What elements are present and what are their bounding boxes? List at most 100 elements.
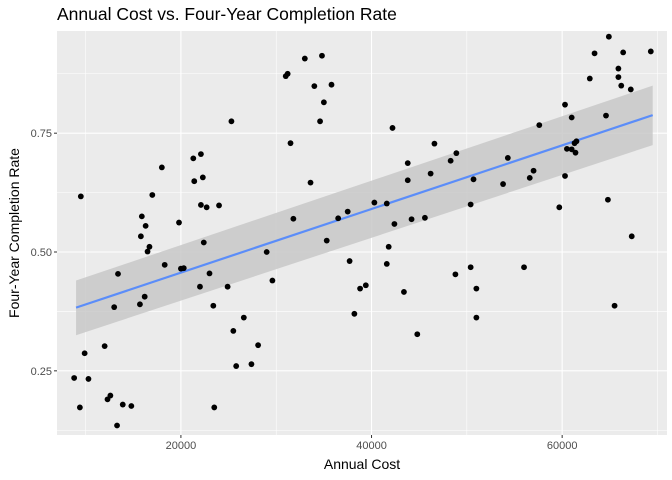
- data-point: [473, 285, 480, 292]
- data-point: [447, 157, 454, 164]
- data-point: [311, 83, 318, 90]
- data-point: [562, 101, 568, 108]
- data-point: [344, 208, 351, 215]
- data-point: [71, 375, 78, 381]
- data-point: [203, 204, 210, 211]
- data-point: [401, 289, 407, 295]
- data-point: [536, 122, 543, 129]
- data-point: [620, 49, 627, 56]
- data-point: [362, 282, 369, 289]
- data-point: [320, 99, 327, 106]
- data-point: [284, 70, 291, 77]
- data-point: [248, 361, 255, 368]
- data-point: [526, 174, 533, 181]
- data-point: [335, 215, 342, 222]
- data-point: [255, 342, 262, 349]
- data-point: [422, 214, 428, 221]
- data-point: [591, 50, 598, 57]
- data-point: [144, 248, 151, 255]
- data-point: [190, 155, 197, 162]
- data-point: [521, 264, 527, 271]
- data-point: [76, 404, 83, 411]
- data-point: [180, 265, 187, 272]
- x-tick-label: 60000: [547, 440, 578, 452]
- data-point: [573, 138, 580, 145]
- data-point: [107, 392, 114, 399]
- data-point: [467, 264, 474, 271]
- data-point: [647, 48, 654, 55]
- data-point: [328, 81, 335, 88]
- data-point: [137, 301, 143, 308]
- data-point: [176, 219, 182, 226]
- data-point: [383, 260, 390, 267]
- data-point: [269, 277, 276, 284]
- data-point: [81, 350, 88, 357]
- data-point: [615, 74, 622, 81]
- data-point: [408, 216, 415, 223]
- data-point: [199, 174, 206, 181]
- data-point: [572, 149, 579, 156]
- data-point: [564, 145, 570, 152]
- data-point: [287, 140, 294, 147]
- data-point: [210, 302, 217, 309]
- data-point: [119, 401, 126, 408]
- data-point: [389, 125, 396, 131]
- data-point: [206, 270, 213, 277]
- data-point: [357, 285, 363, 292]
- data-point: [500, 181, 506, 187]
- data-point: [216, 202, 222, 209]
- data-point: [233, 363, 240, 369]
- confidence-band-layer: [75, 85, 654, 336]
- data-point: [317, 118, 323, 125]
- data-point: [137, 233, 144, 240]
- data-point: [371, 199, 378, 206]
- data-point: [128, 403, 135, 409]
- y-axis-title: Four-Year Completion Rate: [6, 148, 22, 318]
- data-point: [605, 33, 612, 40]
- data-point: [556, 204, 563, 211]
- data-point: [141, 293, 148, 300]
- data-point: [146, 243, 153, 250]
- data-point: [404, 160, 411, 167]
- data-point: [323, 237, 330, 244]
- data-point: [385, 243, 392, 250]
- data-point: [453, 150, 460, 157]
- data-point: [197, 283, 203, 290]
- data-point: [473, 314, 480, 321]
- data-point: [383, 200, 390, 207]
- data-point: [198, 151, 204, 158]
- data-point: [114, 422, 120, 429]
- data-point: [504, 155, 511, 161]
- chart-title: Annual Cost vs. Four-Year Completion Rat…: [57, 4, 397, 24]
- y-tick-label: 0.25: [31, 366, 52, 378]
- data-point: [586, 75, 593, 82]
- data-point: [111, 304, 118, 311]
- data-point: [618, 82, 625, 89]
- data-point: [263, 249, 270, 255]
- data-point: [138, 213, 145, 220]
- data-point: [191, 178, 198, 185]
- trend-line: [75, 114, 654, 309]
- data-point: [562, 173, 568, 179]
- data-point: [452, 271, 459, 278]
- data-point: [605, 196, 611, 203]
- data-point: [228, 118, 235, 125]
- data-point: [611, 302, 618, 309]
- data-points: [71, 33, 654, 429]
- data-point: [307, 179, 314, 186]
- data-point: [224, 283, 231, 290]
- data-point: [603, 112, 609, 119]
- data-point: [290, 215, 297, 222]
- data-point: [627, 86, 634, 93]
- data-point: [467, 201, 474, 208]
- x-tick-label: 40000: [356, 440, 387, 452]
- data-point: [230, 328, 237, 334]
- data-point: [319, 52, 325, 59]
- data-point: [85, 376, 92, 382]
- data-point: [404, 177, 411, 184]
- data-point: [198, 202, 204, 208]
- data-point: [391, 221, 398, 227]
- data-point: [431, 140, 438, 147]
- data-point: [158, 164, 165, 171]
